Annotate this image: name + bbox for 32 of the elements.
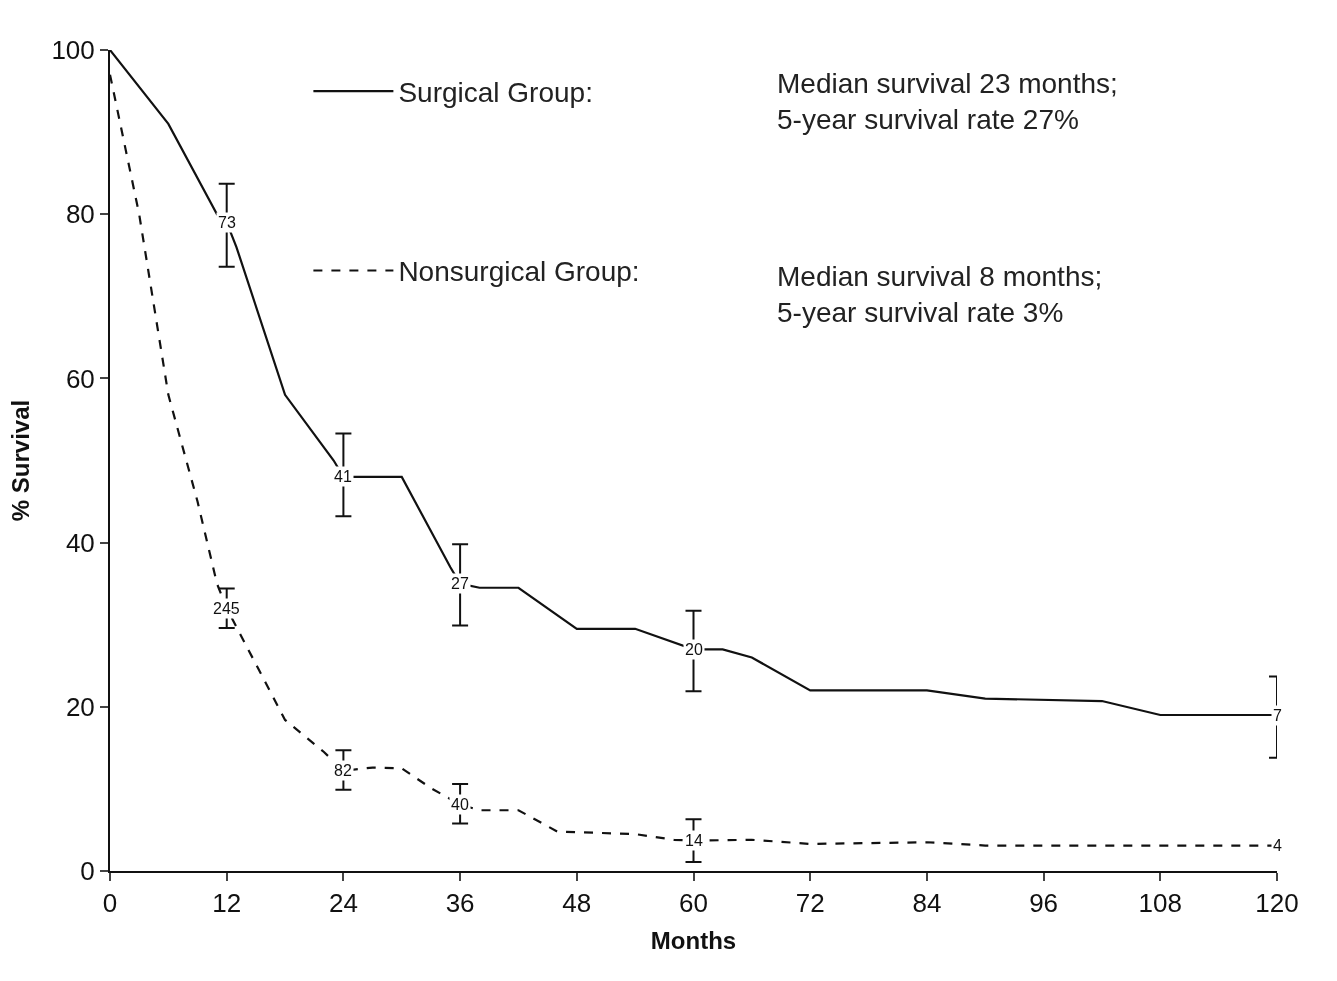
x-tick-label: 0	[102, 888, 118, 919]
annotation: 40	[451, 796, 469, 813]
legend-label: Surgical Group:	[398, 77, 593, 109]
annotation: 14	[685, 832, 703, 849]
annotation: 73	[218, 214, 236, 231]
annotation: Median survival 23 months; 5-year survival rate 27%	[777, 68, 1118, 136]
annotation: 7	[1273, 707, 1282, 724]
y-tick-label: 80	[65, 199, 95, 230]
annotation: 82	[334, 762, 352, 779]
annotation: 41	[334, 468, 352, 485]
annotation: 27	[451, 575, 469, 592]
legend-label: Nonsurgical Group:	[398, 256, 640, 288]
x-tick-label: 120	[1255, 888, 1299, 919]
y-tick-label: 100	[51, 35, 95, 66]
x-axis-title: Months	[650, 927, 737, 954]
annotation: 20	[685, 641, 703, 658]
x-tick-label: 36	[445, 888, 475, 919]
x-tick-label: 72	[795, 888, 825, 919]
y-tick-label: 60	[65, 363, 95, 394]
annotation: 4	[1273, 837, 1282, 854]
annotation: Median survival 8 months; 5-year survival rate 3%	[777, 261, 1103, 329]
y-tick-label: 20	[65, 691, 95, 722]
y-tick-label: 0	[80, 856, 95, 887]
x-tick-label: 108	[1138, 888, 1182, 919]
x-tick-label: 48	[562, 888, 592, 919]
x-tick-label: 24	[328, 888, 358, 919]
x-tick-label: 84	[912, 888, 942, 919]
y-tick-label: 40	[65, 527, 95, 558]
y-axis-title: % Survival	[7, 399, 35, 522]
x-tick-label: 96	[1029, 888, 1059, 919]
x-tick-label: 60	[679, 888, 708, 919]
x-tick-label: 12	[212, 888, 242, 919]
